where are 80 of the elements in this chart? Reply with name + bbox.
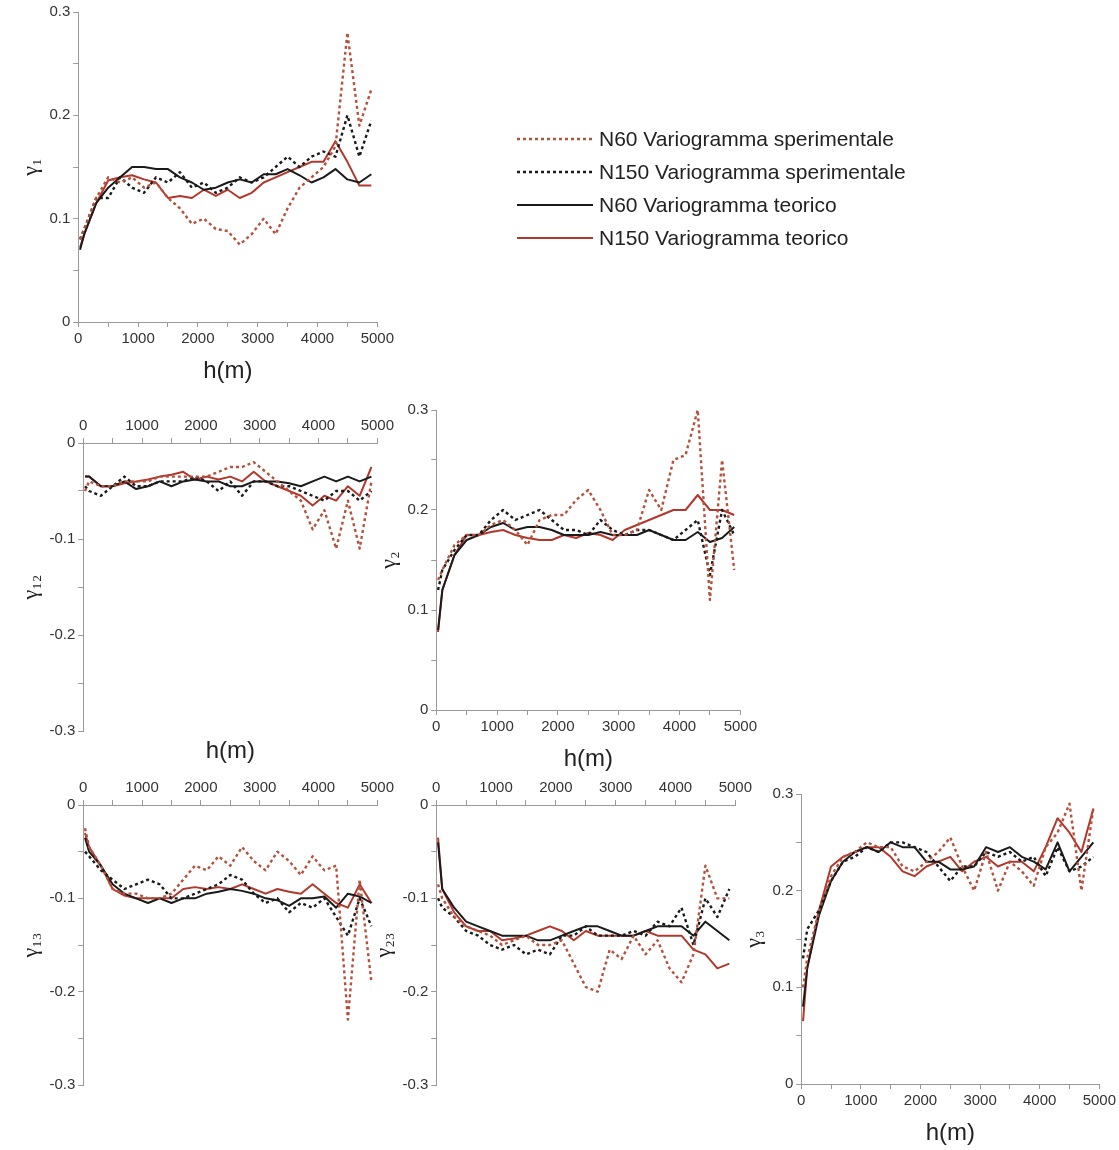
y-tick-label: -0.3 xyxy=(49,1075,76,1093)
x-tick-label: 3000 xyxy=(243,416,277,434)
x-tick-label: 4000 xyxy=(658,778,693,796)
x-tick-label: 1000 xyxy=(844,1091,878,1109)
x-tick-label: 2000 xyxy=(903,1091,938,1109)
y-tick-label: -0.2 xyxy=(49,625,76,643)
x-axis-title: h(m) xyxy=(925,1117,975,1145)
x-tick-label: 4000 xyxy=(300,329,335,347)
line-series xyxy=(436,410,736,602)
y-tick-label: 0.3 xyxy=(407,400,429,418)
y-tick-label: 0 xyxy=(66,433,76,451)
x-tick-label: 5000 xyxy=(360,778,394,796)
y-tick-label: 0 xyxy=(66,795,76,813)
legend-label: N60 Variogramma teorico xyxy=(599,192,837,217)
x-tick-label: 5000 xyxy=(360,416,394,434)
x-tick-label: 5000 xyxy=(360,329,394,347)
y-tick-label: 0 xyxy=(61,312,71,330)
x-tick-label: 1000 xyxy=(121,329,155,347)
y-axis-title: γ₁ xyxy=(16,158,42,177)
y-tick-label: -0.1 xyxy=(49,529,76,547)
y-tick-label: -0.1 xyxy=(402,888,429,906)
x-tick-label: 0 xyxy=(797,1091,806,1109)
y-tick-label: 0 xyxy=(784,1074,794,1092)
y-tick-label: -0.2 xyxy=(402,981,429,999)
x-tick-label: 0 xyxy=(79,416,88,434)
y-tick-label: 0 xyxy=(419,795,429,813)
y-tick-label: 0.2 xyxy=(49,105,71,123)
x-tick-label: 4000 xyxy=(1023,1091,1057,1109)
x-tick-label: 2000 xyxy=(181,329,215,347)
y-tick-label: -0.1 xyxy=(49,888,76,906)
x-tick-label: 3000 xyxy=(599,778,633,796)
line-series xyxy=(436,864,731,993)
y-tick-label: 0.1 xyxy=(772,977,794,995)
line-series xyxy=(83,827,373,1021)
x-tick-label: 4000 xyxy=(301,416,336,434)
x-tick-label: 1000 xyxy=(125,416,159,434)
x-tick-label: 0 xyxy=(432,717,441,735)
legend-label: N60 Variogramma sperimentale xyxy=(599,126,894,151)
y-tick-label: 0.1 xyxy=(49,208,71,226)
legend-label: N150 Variogramma sperimentale xyxy=(599,159,906,184)
x-axis-title: h(m) xyxy=(203,355,253,383)
x-tick-label: 0 xyxy=(79,778,88,796)
y-tick-label: 0.2 xyxy=(407,500,429,518)
x-tick-label: 1000 xyxy=(125,778,159,796)
x-tick-label: 4000 xyxy=(662,717,697,735)
x-tick-label: 3000 xyxy=(963,1091,997,1109)
y-tick-label: 0.1 xyxy=(407,600,429,618)
x-tick-label: 4000 xyxy=(301,778,336,796)
x-tick-label: 5000 xyxy=(1082,1091,1116,1109)
x-tick-label: 0 xyxy=(432,778,441,796)
y-tick-label: -0.3 xyxy=(402,1075,429,1093)
x-tick-label: 1000 xyxy=(480,717,514,735)
x-tick-label: 2000 xyxy=(184,416,218,434)
x-tick-label: 3000 xyxy=(243,778,277,796)
y-tick-label: -0.2 xyxy=(49,981,76,999)
line-series xyxy=(78,31,373,246)
x-axis-title: h(m) xyxy=(563,743,613,771)
x-tick-label: 2000 xyxy=(184,778,218,796)
x-tick-label: 3000 xyxy=(602,717,636,735)
y-tick-label: 0.3 xyxy=(49,2,71,20)
y-tick-label: -0.3 xyxy=(49,721,76,739)
x-tick-label: 1000 xyxy=(479,778,513,796)
x-tick-label: 2000 xyxy=(541,717,575,735)
x-tick-label: 3000 xyxy=(241,329,275,347)
y-axis-title: γ₂ xyxy=(374,551,400,570)
y-tick-label: 0 xyxy=(419,700,429,718)
x-tick-label: 5000 xyxy=(718,778,752,796)
y-axis-title: γ₃ xyxy=(739,930,765,949)
y-axis-title: γ₂₃ xyxy=(369,932,395,959)
x-tick-label: 5000 xyxy=(723,717,757,735)
legend-label: N150 Variogramma teorico xyxy=(599,225,849,250)
y-tick-label: 0.2 xyxy=(772,880,794,898)
y-axis-title: γ₁₂ xyxy=(16,574,42,601)
x-axis-title: h(m) xyxy=(205,735,255,763)
line-series xyxy=(83,475,373,502)
line-series xyxy=(801,802,1095,989)
y-axis-title: γ₁₃ xyxy=(16,932,42,959)
line-series xyxy=(83,461,373,550)
x-tick-label: 2000 xyxy=(539,778,573,796)
y-tick-label: 0.3 xyxy=(772,784,794,802)
